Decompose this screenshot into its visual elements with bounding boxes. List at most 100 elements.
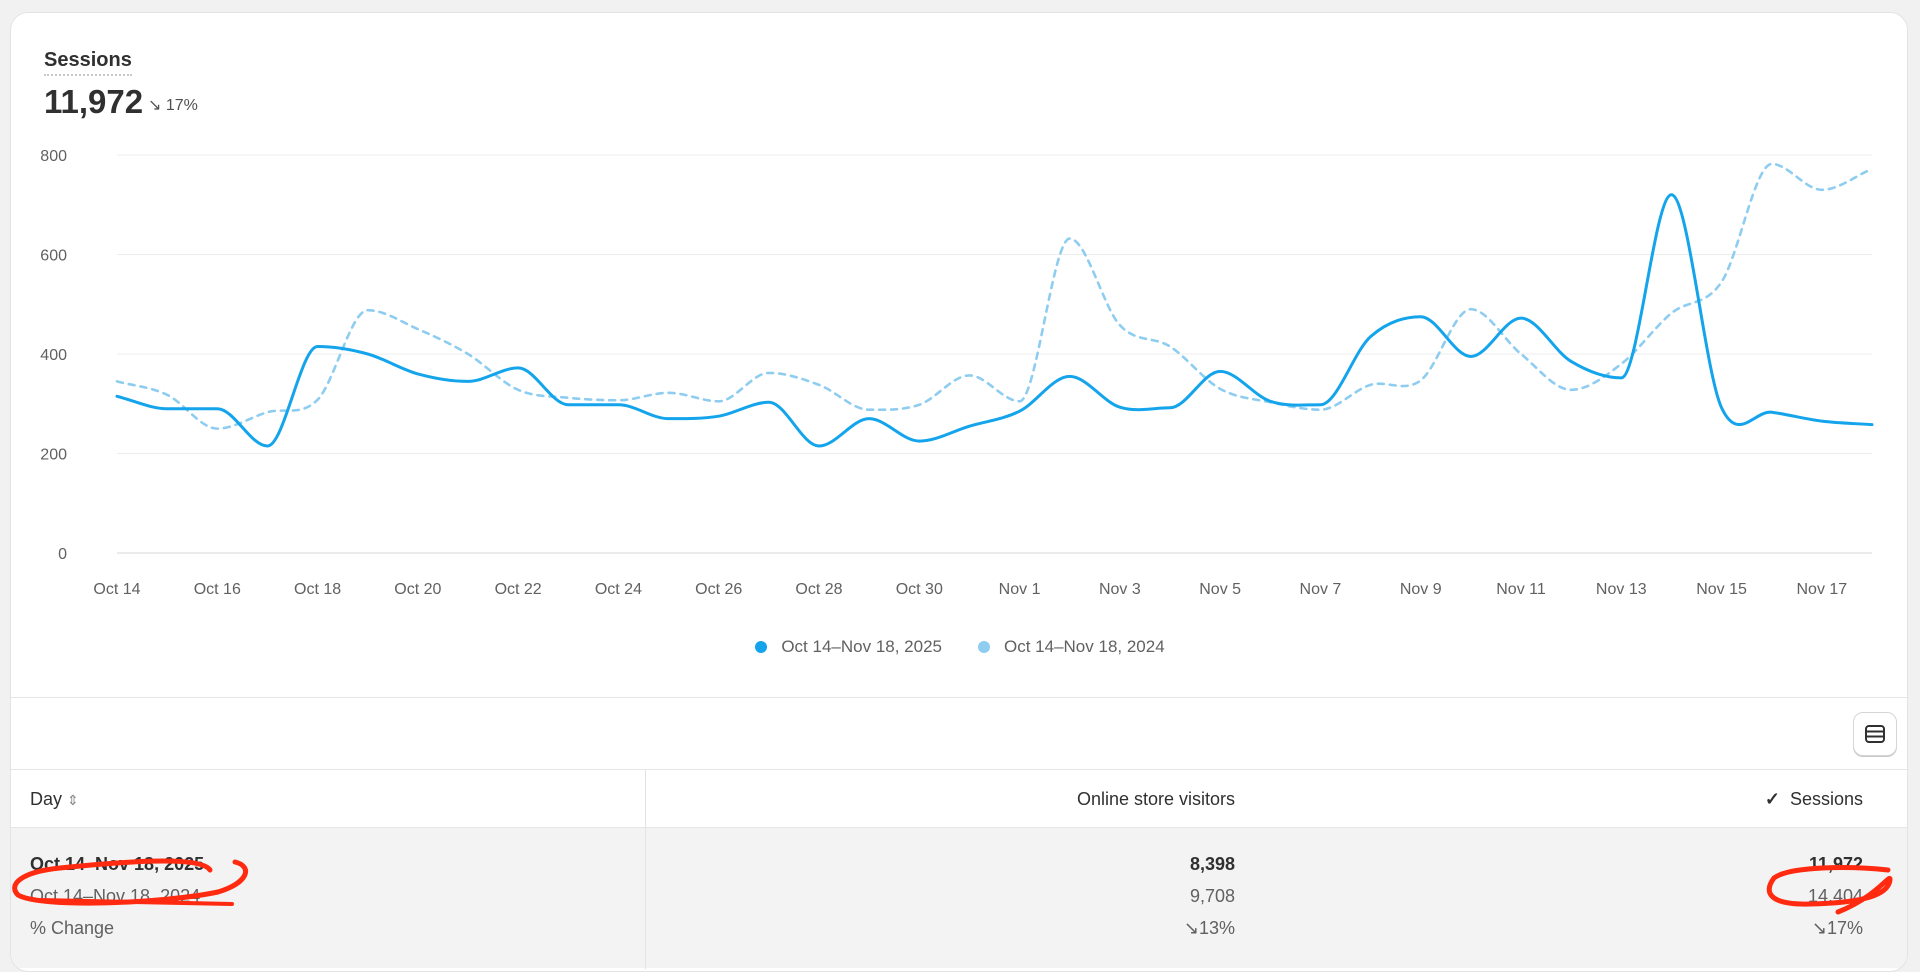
change-value: 17%: [1826, 918, 1863, 938]
column-label: Sessions: [1789, 789, 1863, 809]
data-point[interactable]: [1415, 374, 1427, 386]
data-point[interactable]: [1866, 419, 1878, 431]
x-tick-label: Oct 20: [394, 581, 441, 598]
data-point[interactable]: [512, 362, 524, 374]
x-tick-label: Oct 18: [294, 581, 341, 598]
row-visitors-change: ↘13%: [1184, 918, 1235, 939]
data-point[interactable]: [1615, 372, 1627, 384]
x-tick-label: Oct 14: [93, 581, 140, 598]
data-point[interactable]: [261, 406, 273, 418]
data-point[interactable]: [1565, 355, 1577, 367]
data-point[interactable]: [1064, 233, 1076, 245]
data-point[interactable]: [1064, 370, 1076, 382]
column-header-day[interactable]: Day ⇕: [30, 789, 79, 810]
data-point[interactable]: [1114, 319, 1126, 331]
x-tick-label: Oct 24: [595, 581, 642, 598]
data-point[interactable]: [1365, 331, 1377, 343]
data-point[interactable]: [111, 375, 123, 387]
data-point[interactable]: [813, 440, 825, 452]
data-point[interactable]: [1465, 350, 1477, 362]
y-tick-label: 200: [40, 447, 67, 464]
legend-item-2025[interactable]: Oct 14–Nov 18, 2025: [755, 637, 942, 657]
arrow-down-right-icon: ↘: [1811, 918, 1827, 938]
legend-dot-icon: [755, 641, 768, 653]
data-point[interactable]: [1214, 365, 1226, 377]
data-point[interactable]: [1515, 348, 1527, 360]
legend-item-2024[interactable]: Oct 14–Nov 18, 2024: [978, 637, 1165, 657]
data-point[interactable]: [1615, 358, 1627, 370]
data-point[interactable]: [1565, 384, 1577, 396]
data-point[interactable]: [161, 389, 173, 401]
data-point[interactable]: [1665, 307, 1677, 319]
data-point[interactable]: [362, 304, 374, 316]
data-point[interactable]: [111, 390, 123, 402]
data-point[interactable]: [412, 368, 424, 380]
data-point[interactable]: [1164, 341, 1176, 353]
data-point[interactable]: [913, 399, 925, 411]
data-point[interactable]: [1766, 406, 1778, 418]
data-point[interactable]: [663, 413, 675, 425]
data-point[interactable]: [512, 384, 524, 396]
data-point[interactable]: [1816, 184, 1828, 196]
data-point[interactable]: [813, 379, 825, 391]
metric-title[interactable]: Sessions: [44, 49, 132, 76]
x-tick-label: Nov 15: [1696, 581, 1747, 598]
data-point[interactable]: [261, 440, 273, 452]
data-point[interactable]: [913, 435, 925, 447]
data-point[interactable]: [312, 394, 324, 406]
data-point[interactable]: [1816, 415, 1828, 427]
data-point[interactable]: [713, 395, 725, 407]
legend-dot-icon: [978, 641, 990, 653]
data-point[interactable]: [713, 410, 725, 422]
sort-icon[interactable]: ⇕: [67, 792, 79, 808]
data-point[interactable]: [963, 420, 975, 432]
table-body: Oct 14–Nov 18, 2025 8,398 11,972 Oct 14–…: [11, 828, 1907, 968]
data-point[interactable]: [763, 367, 775, 379]
data-point[interactable]: [612, 399, 624, 411]
data-point[interactable]: [663, 387, 675, 399]
y-tick-label: 400: [40, 347, 67, 364]
legend-label: Oct 14–Nov 18, 2025: [781, 637, 942, 656]
data-point[interactable]: [1214, 383, 1226, 395]
data-point[interactable]: [211, 423, 223, 435]
data-point[interactable]: [1365, 379, 1377, 391]
data-point[interactable]: [1716, 402, 1728, 414]
data-point[interactable]: [1665, 189, 1677, 201]
table-rows-icon: [1865, 725, 1885, 743]
data-point[interactable]: [1515, 312, 1527, 324]
data-point[interactable]: [312, 341, 324, 353]
data-point[interactable]: [1014, 405, 1026, 417]
data-point[interactable]: [1114, 401, 1126, 413]
data-point[interactable]: [462, 348, 474, 360]
data-point[interactable]: [412, 323, 424, 335]
data-point[interactable]: [963, 369, 975, 381]
data-point[interactable]: [1415, 311, 1427, 323]
column-header-sessions[interactable]: ✓ Sessions: [1765, 789, 1863, 810]
table-header: Day ⇕ Online store visitors ✓ Sessions: [11, 769, 1907, 828]
column-header-visitors[interactable]: Online store visitors: [1076, 789, 1235, 809]
data-point[interactable]: [863, 413, 875, 425]
table-view-button[interactable]: [1853, 712, 1897, 756]
metric-change-value: 17%: [165, 97, 198, 114]
data-point[interactable]: [1465, 303, 1477, 315]
x-tick-label: Nov 17: [1797, 581, 1848, 598]
data-point[interactable]: [1164, 402, 1176, 414]
row-day: Oct 14–Nov 18, 2024: [30, 886, 201, 906]
data-point[interactable]: [1866, 163, 1878, 175]
data-point[interactable]: [1264, 395, 1276, 407]
data-point[interactable]: [1314, 399, 1326, 411]
series-line-2024[interactable]: [115, 162, 1874, 430]
x-tick-label: Nov 1: [999, 581, 1041, 598]
data-point[interactable]: [462, 375, 474, 387]
data-point[interactable]: [562, 399, 574, 411]
data-point[interactable]: [211, 403, 223, 415]
data-point[interactable]: [362, 348, 374, 360]
data-point[interactable]: [161, 403, 173, 415]
series-line-2025[interactable]: [115, 193, 1874, 448]
divider: [11, 697, 1907, 698]
data-point[interactable]: [1716, 276, 1728, 288]
column-divider: [645, 769, 646, 969]
data-point[interactable]: [1766, 158, 1778, 170]
data-point[interactable]: [763, 396, 775, 408]
arrow-down-right-icon: ↘: [1183, 918, 1199, 938]
